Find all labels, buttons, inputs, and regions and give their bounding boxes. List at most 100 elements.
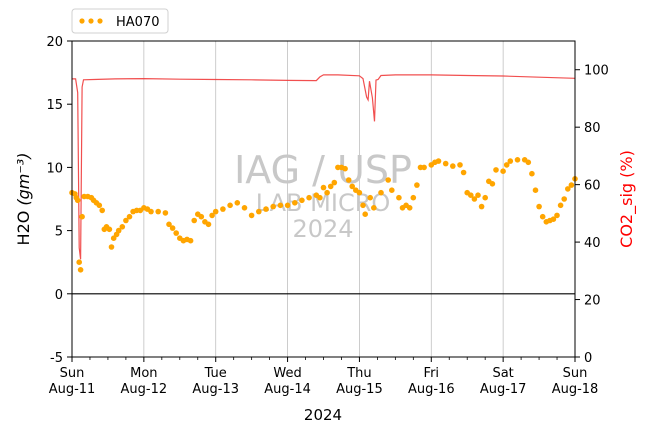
h2o-point xyxy=(108,244,115,250)
x-tick-label: Aug-16 xyxy=(408,382,455,397)
legend-label: HA070 xyxy=(116,15,159,30)
h2o-point xyxy=(115,227,122,234)
h2o-point xyxy=(76,259,82,266)
h2o-point xyxy=(317,194,323,201)
h2o-point xyxy=(106,226,113,233)
h2o-point xyxy=(389,187,395,193)
h2o-point xyxy=(385,177,392,183)
h2o-point xyxy=(263,206,269,212)
h2o-point xyxy=(529,170,535,177)
h2o-point xyxy=(77,267,84,273)
x-tick-label: Mon xyxy=(130,366,157,381)
h2o-point xyxy=(155,208,161,215)
x-tick-label: Aug-17 xyxy=(480,382,527,397)
h2o-point xyxy=(284,202,291,209)
legend-marker xyxy=(88,18,94,24)
h2o-point xyxy=(550,216,557,222)
h2o-point xyxy=(460,169,467,176)
legend-marker xyxy=(79,18,85,24)
y-axis-right: 0 20 40 60 80 100 xyxy=(575,64,609,366)
plot-background xyxy=(72,41,575,357)
h2o-point xyxy=(493,167,499,173)
h2o-point xyxy=(421,164,427,171)
co2-series xyxy=(72,74,576,260)
h2o-point xyxy=(166,221,172,228)
h2o-point xyxy=(500,168,506,174)
legend-marker xyxy=(97,18,103,24)
h2o-point xyxy=(565,186,571,192)
y-axis-left-label-unit: (gm⁻³) xyxy=(14,153,33,206)
x-tick-label: Fri xyxy=(424,366,440,381)
x-tick-label: Aug-11 xyxy=(49,382,96,397)
h2o-point xyxy=(126,213,133,220)
h2o-series xyxy=(69,157,578,273)
x-tick-label: Aug-12 xyxy=(121,382,168,397)
h2o-point xyxy=(536,203,542,210)
h2o-point xyxy=(367,194,374,201)
x-gridlines xyxy=(143,41,504,357)
h2o-point xyxy=(435,158,442,164)
h2o-point xyxy=(539,213,546,220)
h2o-point xyxy=(205,221,212,228)
h2o-point xyxy=(74,197,81,204)
h2o-point xyxy=(187,237,194,244)
h2o-point xyxy=(475,192,481,198)
y-axis-right-label: CO2_sig (%) xyxy=(617,150,637,248)
y-right-tick-label: 80 xyxy=(584,121,601,136)
h2o-point xyxy=(320,184,327,191)
h2o-point xyxy=(360,202,366,209)
h2o-point xyxy=(173,230,179,236)
legend-box xyxy=(71,8,169,34)
h2o-point xyxy=(79,213,85,220)
h2o-point xyxy=(220,206,226,212)
x-tick-label: Aug-18 xyxy=(552,382,599,397)
h2o-point xyxy=(306,194,312,201)
h2o-point xyxy=(503,162,510,168)
h2o-point xyxy=(489,181,496,187)
y-right-tick-label: 60 xyxy=(584,179,601,194)
h2o-point xyxy=(255,208,262,215)
h2o-point xyxy=(507,158,514,164)
h2o-point xyxy=(270,203,277,210)
y-right-tick-label: 40 xyxy=(584,236,601,251)
x-axis-label: 2024 xyxy=(304,406,342,424)
y-left-tick-label: 0 xyxy=(55,288,63,303)
h2o-point xyxy=(324,189,330,196)
h2o-point xyxy=(148,208,154,215)
y-axis-left-label: H2O (gm⁻³) xyxy=(14,153,33,246)
h2o-point xyxy=(406,205,413,211)
h2o-point xyxy=(227,202,233,209)
h2o-point xyxy=(356,189,363,196)
h2o-point xyxy=(532,187,539,193)
h2o-point xyxy=(471,196,478,202)
h2o-point xyxy=(212,208,219,215)
h2o-point xyxy=(410,194,417,201)
h2o-point xyxy=(457,162,463,168)
y-axis-left: -5 0 5 10 15 20 xyxy=(46,35,72,366)
h2o-point xyxy=(191,217,197,224)
h2o-point xyxy=(162,210,169,216)
x-axis: SunAug-11MonAug-12TueAug-13WedAug-14ThuA… xyxy=(49,357,599,397)
h2o-point xyxy=(110,235,117,241)
h2o-point xyxy=(198,213,205,220)
h2o-point xyxy=(342,165,348,172)
x-tick-label: Sun xyxy=(563,366,588,381)
x-tick-label: Sat xyxy=(492,366,513,381)
h2o-point xyxy=(349,183,356,190)
legend: HA070 xyxy=(71,8,169,34)
co2-line xyxy=(72,74,576,260)
watermark: IAG / USP LAB MICRO 2024 xyxy=(234,148,412,243)
x-tick-label: Aug-13 xyxy=(192,382,239,397)
h2o-point xyxy=(514,157,521,163)
h2o-point xyxy=(331,179,338,186)
h2o-point xyxy=(248,212,255,219)
h2o-point xyxy=(96,202,103,209)
h2o-point xyxy=(557,202,564,209)
h2o-point xyxy=(568,182,575,188)
watermark-line-1: IAG / USP xyxy=(234,148,412,192)
h2o-point xyxy=(99,207,105,214)
h2o-point xyxy=(362,211,369,217)
h2o-point xyxy=(468,192,474,198)
h2o-point xyxy=(327,183,334,190)
